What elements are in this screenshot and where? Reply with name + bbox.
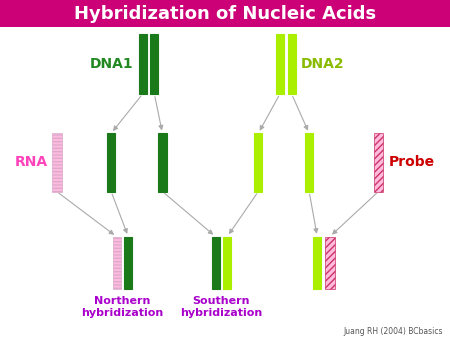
Bar	[305, 133, 313, 192]
Text: Juang RH (2004) BCbasics: Juang RH (2004) BCbasics	[344, 327, 443, 336]
Bar	[112, 237, 121, 289]
Bar	[288, 34, 296, 94]
Bar	[325, 237, 335, 289]
Bar	[313, 237, 321, 289]
Bar	[374, 133, 383, 192]
Text: DNA2: DNA2	[301, 57, 345, 71]
Bar	[212, 237, 220, 289]
Bar	[139, 34, 147, 94]
Bar	[107, 133, 115, 192]
Text: Northern
hybridization: Northern hybridization	[81, 296, 163, 317]
Text: DNA1: DNA1	[90, 57, 133, 71]
Bar	[158, 133, 166, 192]
Text: Southern
hybridization: Southern hybridization	[180, 296, 262, 317]
Bar	[0, 0, 450, 27]
Bar	[223, 237, 231, 289]
Text: RNA: RNA	[15, 155, 48, 169]
Bar	[150, 34, 158, 94]
Bar	[52, 133, 62, 192]
Text: Probe: Probe	[389, 155, 435, 169]
Bar	[254, 133, 262, 192]
Bar	[276, 34, 284, 94]
Text: Hybridization of Nucleic Acids: Hybridization of Nucleic Acids	[74, 4, 376, 23]
Bar	[124, 237, 132, 289]
